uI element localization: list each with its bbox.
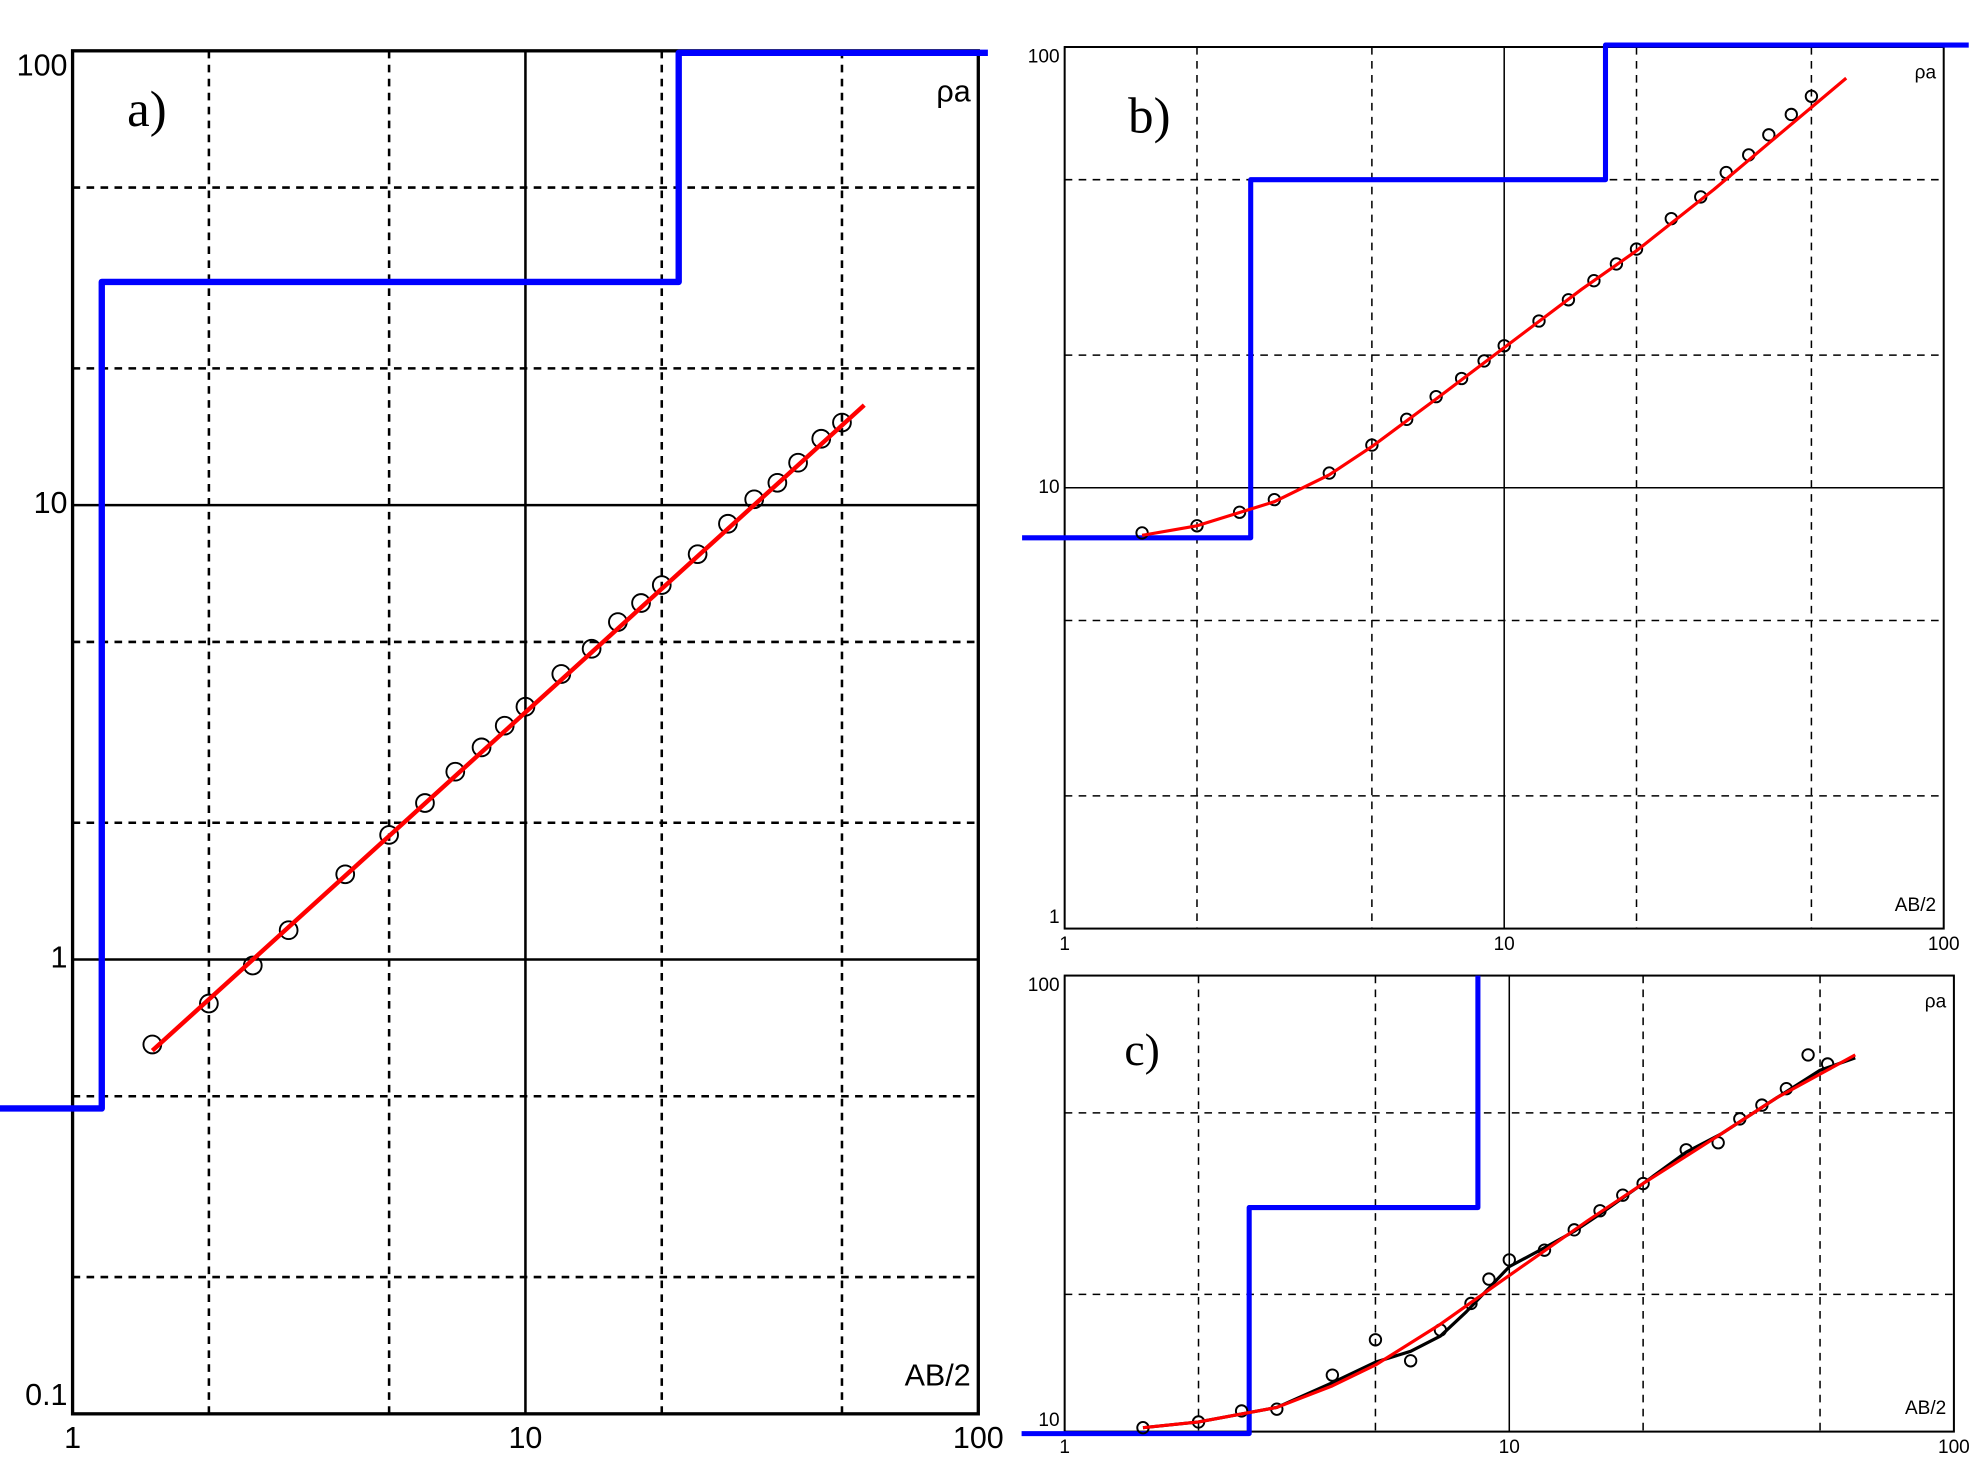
data-point [278, 920, 299, 941]
data-point [1322, 466, 1336, 480]
x-axis-label: AB/2 [1905, 1398, 1946, 1419]
data-point [1561, 293, 1576, 307]
y-tick-label: 1 [51, 941, 68, 975]
data-point [581, 638, 602, 659]
series-line [0, 49, 988, 1112]
data-point [1801, 1048, 1815, 1062]
data-point [1454, 371, 1469, 386]
y-tick-label: 0.1 [25, 1378, 67, 1412]
y-tick-label: 10 [34, 486, 68, 520]
data-point [1567, 1223, 1581, 1237]
x-axis-label: AB/2 [1895, 895, 1936, 916]
data-point [1365, 438, 1379, 452]
y-tick-label: 100 [1028, 47, 1060, 68]
data-point [651, 575, 672, 595]
series-line [1141, 76, 1848, 537]
y-tick-label: 1 [1049, 907, 1060, 928]
data-point [1234, 1404, 1249, 1418]
series-line [150, 403, 866, 1053]
x-tick-label: 100 [953, 1421, 1004, 1455]
panel-label: c) [1124, 1024, 1160, 1075]
plot-frame [1063, 46, 1945, 930]
data-point [1804, 89, 1819, 103]
plot-frame [1063, 974, 1955, 1433]
data-point [379, 825, 399, 845]
data-point [1368, 1333, 1383, 1347]
data-point [471, 737, 492, 758]
panel: 1 10 100 1 10 100 AB/2 ρa b) [1022, 42, 1969, 955]
data-point [718, 513, 738, 534]
x-tick-label: 10 [1499, 1437, 1520, 1458]
data-point [1762, 128, 1776, 142]
series-line [1142, 1053, 1857, 1430]
data-point [631, 593, 651, 613]
x-tick-label: 1 [64, 1421, 81, 1455]
data-point [832, 412, 852, 433]
data-point [1587, 274, 1601, 288]
data-point [788, 452, 808, 473]
x-tick-label: 10 [508, 1421, 542, 1455]
x-tick-label: 10 [1494, 934, 1515, 955]
data-point [1482, 1272, 1496, 1286]
data-point [1784, 107, 1798, 122]
data-point [335, 864, 356, 885]
series-line [1022, 42, 1969, 541]
x-tick-label: 100 [1938, 1437, 1970, 1458]
y-tick-label: 10 [1038, 477, 1059, 498]
data-point [767, 472, 788, 493]
data-point [1400, 412, 1414, 426]
panel-label: a) [127, 81, 166, 137]
data-point [415, 793, 435, 813]
y-tick-label: 10 [1038, 1410, 1059, 1431]
data-point [1636, 1176, 1650, 1191]
data-point [1325, 1368, 1340, 1382]
y-axis-label: ρa [1915, 63, 1937, 84]
data-point [445, 761, 466, 782]
x-tick-label: 1 [1059, 934, 1070, 955]
panel-label: b) [1128, 87, 1170, 143]
y-tick-label: 100 [1028, 975, 1060, 996]
y-axis-label: ρa [936, 75, 970, 109]
series-line [1021, 975, 1481, 1437]
data-point [1609, 257, 1624, 271]
data-point [687, 544, 708, 565]
y-tick-label: 100 [17, 49, 68, 83]
data-point [1532, 314, 1546, 328]
data-point [1629, 242, 1644, 256]
data-point [1497, 339, 1511, 353]
x-tick-label: 100 [1928, 934, 1960, 955]
x-tick-label: 1 [1059, 1437, 1070, 1458]
data-point [1403, 1354, 1418, 1368]
x-axis-label: AB/2 [905, 1358, 971, 1392]
y-axis-label: ρa [1925, 991, 1947, 1012]
panel: 1 10 100 0.1 1 10 100 AB/2 ρa a) [0, 49, 1004, 1455]
data-point [199, 993, 219, 1014]
data-point [1477, 354, 1491, 368]
plot-frame [70, 49, 980, 1416]
